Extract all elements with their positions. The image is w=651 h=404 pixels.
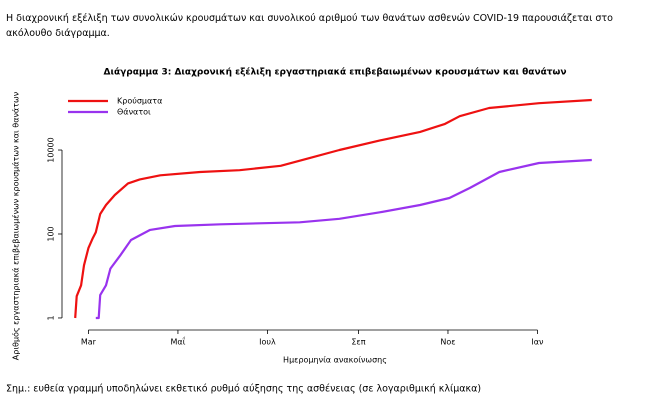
x-tick-label: Ιουλ bbox=[259, 338, 276, 347]
x-tick-label: Σεπ bbox=[351, 338, 365, 347]
intro-text: Η διαχρονική εξέλιξη των συνολικών κρουσ… bbox=[6, 13, 613, 39]
series-line bbox=[74, 98, 592, 319]
y-tick-label: 10000 bbox=[47, 137, 56, 162]
x-tick-label: Mar bbox=[81, 338, 97, 347]
y-tick-label: 100 bbox=[47, 226, 56, 241]
note: Σημ.: ευθεία γραμμή υποδηλώνει εκθετικό … bbox=[6, 384, 481, 395]
x-axis-label: Ημερομηνία ανακοίνωσης bbox=[283, 356, 387, 365]
chart-title: Διάγραμμα 3: Διαχρονική εξέλιξη εργαστηρ… bbox=[103, 67, 566, 78]
y-axis-label: Αριθμός εργαστηριακά επιβεβαιωμένων κρου… bbox=[11, 91, 21, 360]
x-tick-label: Μαΐ bbox=[170, 336, 185, 347]
legend-label: Κρούσματα bbox=[117, 96, 162, 106]
x-tick-label: Ιαν bbox=[531, 338, 544, 347]
y-tick-label: 1 bbox=[47, 315, 56, 320]
x-tick-label: Νοε bbox=[440, 338, 455, 347]
legend-label: Θάνατοι bbox=[117, 108, 151, 117]
series-line bbox=[95, 158, 592, 320]
